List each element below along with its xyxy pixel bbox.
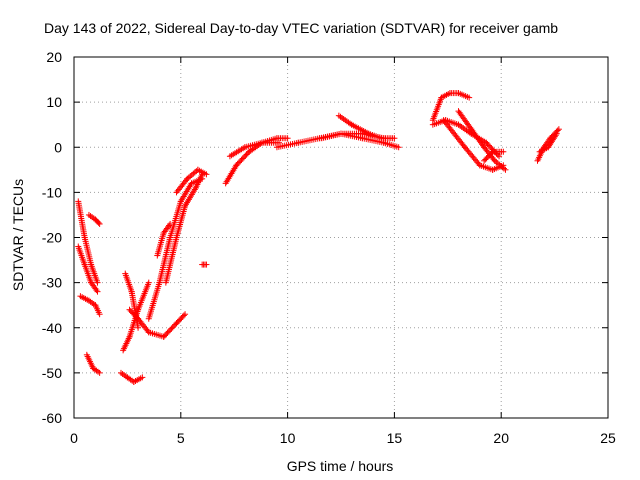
data-point [484, 141, 491, 148]
data-point [96, 311, 103, 318]
data-point [239, 155, 246, 162]
x-tick-label: 5 [177, 430, 185, 446]
series-arc-c [85, 211, 103, 227]
series-arc-m [154, 220, 174, 259]
data-point [167, 327, 174, 334]
y-tick-label: -50 [42, 365, 62, 381]
data-point [167, 220, 174, 227]
data-point [182, 311, 189, 318]
data-point [488, 150, 495, 157]
series-arc-s [335, 112, 385, 142]
data-point [238, 156, 245, 163]
y-tick-label: 20 [46, 49, 62, 65]
series-arc-e [83, 351, 103, 376]
data-point [163, 331, 170, 338]
data-point [502, 166, 509, 173]
chart-title: Day 143 of 2022, Sidereal Day-to-day VTE… [44, 20, 559, 36]
x-tick-label: 15 [387, 430, 403, 446]
data-point [135, 324, 142, 331]
data-point [555, 126, 562, 133]
data-point [94, 279, 101, 286]
data-point [94, 288, 101, 295]
data-point [483, 139, 490, 146]
series-arc-i [126, 306, 189, 340]
series-arc-n [199, 261, 210, 268]
data-point [96, 369, 103, 376]
data-point [161, 332, 168, 339]
data-point [180, 312, 187, 319]
series-arc-f [117, 369, 146, 385]
grid-layer [74, 57, 608, 418]
y-tick-label: -40 [42, 320, 62, 336]
data-point [242, 152, 249, 159]
x-axis-label: GPS time / hours [286, 458, 394, 474]
data-point [234, 160, 241, 167]
series-arc-d [77, 293, 103, 318]
data-point [496, 153, 503, 160]
x-tick-label: 25 [600, 430, 616, 446]
series-arc-x [481, 148, 507, 164]
data-point [487, 143, 494, 150]
x-tick-label: 0 [70, 430, 78, 446]
data-point [554, 127, 561, 134]
data-point [139, 374, 146, 381]
data-point [235, 159, 242, 166]
data-point [391, 135, 398, 142]
data-point [164, 329, 171, 336]
data-point [466, 94, 473, 101]
data-point [165, 328, 172, 335]
data-point [203, 261, 210, 268]
data-point [395, 144, 402, 151]
series-arc-t [429, 90, 473, 124]
data-point [169, 324, 176, 331]
data-point [203, 171, 210, 178]
y-axis-label: SDTVAR / TECUs [10, 178, 26, 292]
series-arc-j [145, 175, 206, 322]
data-point [96, 220, 103, 227]
data-point [172, 321, 179, 328]
data-point [168, 325, 175, 332]
series-arc-g [120, 279, 152, 354]
x-tick-label: 20 [493, 430, 509, 446]
x-tick-label: 10 [280, 430, 296, 446]
data-point [145, 279, 152, 286]
y-tick-label: 10 [46, 94, 62, 110]
data-points-layer [75, 90, 562, 385]
data-point [170, 322, 177, 329]
data-point [233, 162, 240, 169]
data-point [237, 158, 244, 165]
data-point [284, 135, 291, 142]
series-arc-p [226, 139, 283, 160]
y-tick-label: 0 [54, 139, 62, 155]
series-arc-k [162, 171, 206, 286]
series-arc-w [440, 117, 507, 173]
data-point [241, 154, 248, 161]
series-arc-b [75, 243, 101, 295]
data-point [500, 148, 507, 155]
tick-layer: 0 5 10 15 20 25 -60 -50 -40 -30 -20 -10 0 10 20 [42, 49, 616, 446]
data-point [553, 130, 560, 137]
y-tick-label: -30 [42, 275, 62, 291]
data-point [95, 219, 102, 226]
data-point [160, 333, 167, 340]
data-point [378, 135, 385, 142]
data-point [500, 162, 507, 169]
y-tick-label: -10 [42, 184, 62, 200]
series-arc-a [75, 198, 101, 286]
series-arc-l [173, 166, 210, 196]
y-tick-label: -20 [42, 230, 62, 246]
data-point [485, 142, 492, 149]
data-point [243, 151, 250, 158]
y-tick-label: -60 [42, 410, 62, 426]
series-arc-z [536, 130, 560, 155]
